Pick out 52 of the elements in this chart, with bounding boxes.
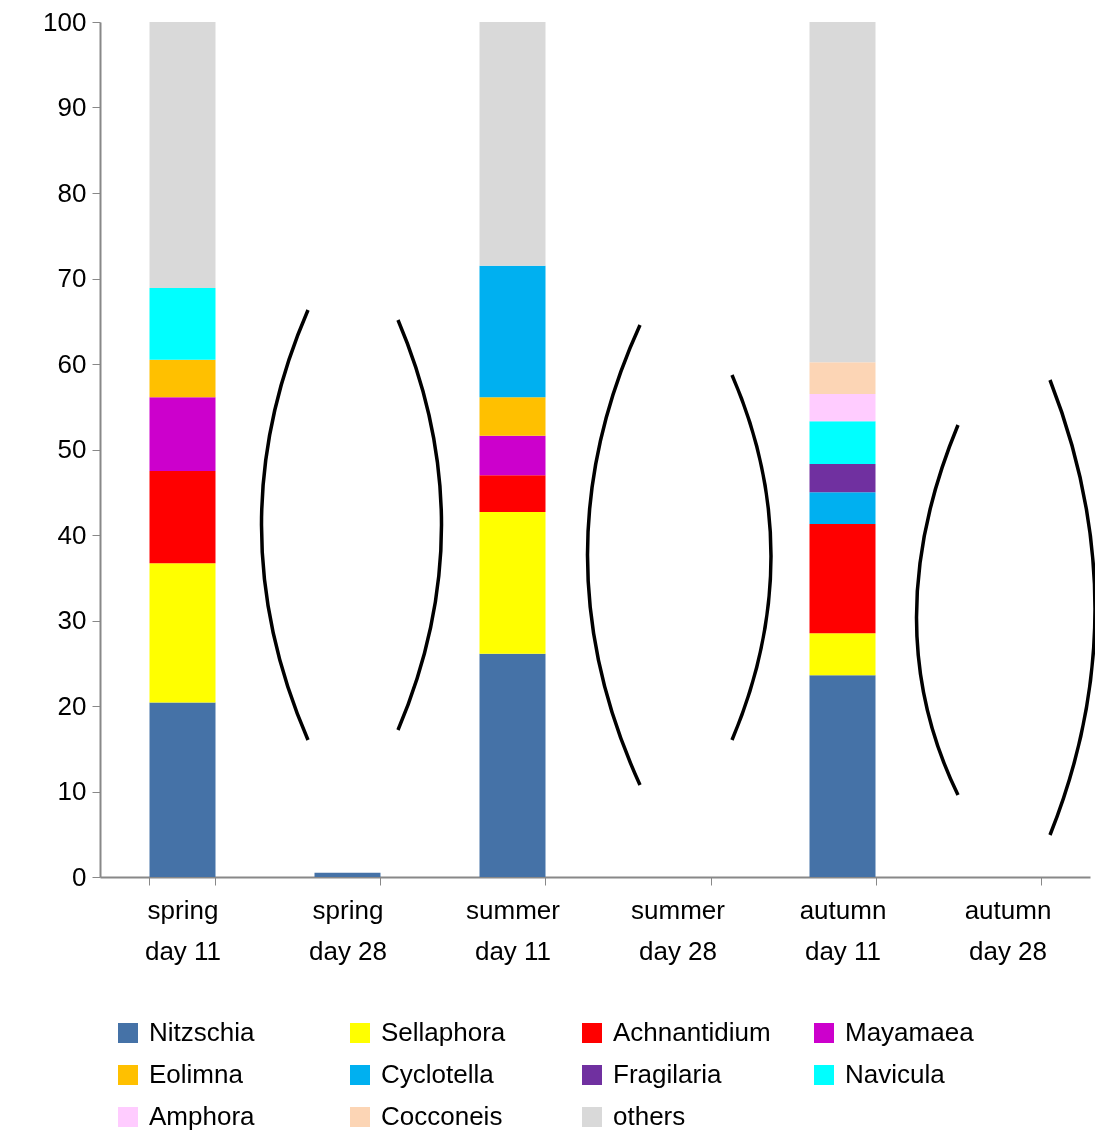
y-tick-label: 90	[57, 92, 87, 122]
bar	[479, 265, 546, 398]
legend-label: Nitzschia	[149, 1017, 256, 1047]
y-tick-label: 70	[57, 263, 87, 293]
legend-label: Eolimna	[149, 1059, 244, 1089]
bar	[809, 523, 876, 634]
legend-label: Navicula	[845, 1059, 946, 1089]
legend-label: Amphora	[149, 1101, 256, 1131]
y-tick-label: 100	[43, 6, 87, 37]
bar	[479, 475, 546, 512]
legend-label: Mayamaea	[845, 1017, 975, 1047]
bar	[809, 464, 876, 493]
bar	[809, 393, 876, 422]
bar	[314, 872, 381, 877]
legend-label: Fragilaria	[613, 1059, 722, 1089]
bar	[479, 435, 546, 476]
legend-label: others	[613, 1101, 686, 1131]
bar	[149, 359, 216, 398]
bar	[149, 397, 216, 471]
bar	[809, 421, 876, 465]
bar	[149, 702, 216, 877]
bar	[479, 511, 546, 654]
y-tick-label: 20	[57, 690, 87, 721]
bar	[149, 563, 216, 703]
x-tick-label: summer day 28	[631, 894, 726, 966]
x-tick-label: autumn day 11	[799, 894, 887, 966]
x-tick-label: summer day 11	[466, 894, 561, 966]
y-tick-label: 10	[57, 776, 87, 806]
bar	[149, 287, 216, 360]
y-tick-label: 0	[72, 861, 87, 892]
y-tick-label: 60	[57, 348, 87, 379]
x-tick-label: autumn day 28	[964, 894, 1052, 966]
bar	[149, 470, 216, 564]
bar	[809, 22, 876, 363]
x-tick-label: spring day 28	[308, 894, 388, 966]
legend-label: Cocconeis	[381, 1101, 503, 1131]
legend-label: Sellaphora	[381, 1017, 506, 1047]
y-tick-label: 40	[57, 519, 87, 550]
legend-label: Cyclotella	[381, 1059, 495, 1089]
bar	[479, 397, 546, 436]
bar	[149, 22, 216, 288]
bar	[809, 492, 876, 524]
legend-label: Achnantidium	[613, 1017, 771, 1047]
bar	[479, 653, 546, 877]
bar	[809, 633, 876, 676]
y-tick-label: 50	[57, 434, 87, 464]
bar	[809, 675, 876, 877]
y-tick-label: 80	[57, 177, 87, 208]
y-tick-label: 30	[57, 605, 87, 635]
bar	[479, 22, 546, 266]
x-tick-label: spring day 11	[144, 894, 222, 966]
bar	[809, 362, 876, 394]
